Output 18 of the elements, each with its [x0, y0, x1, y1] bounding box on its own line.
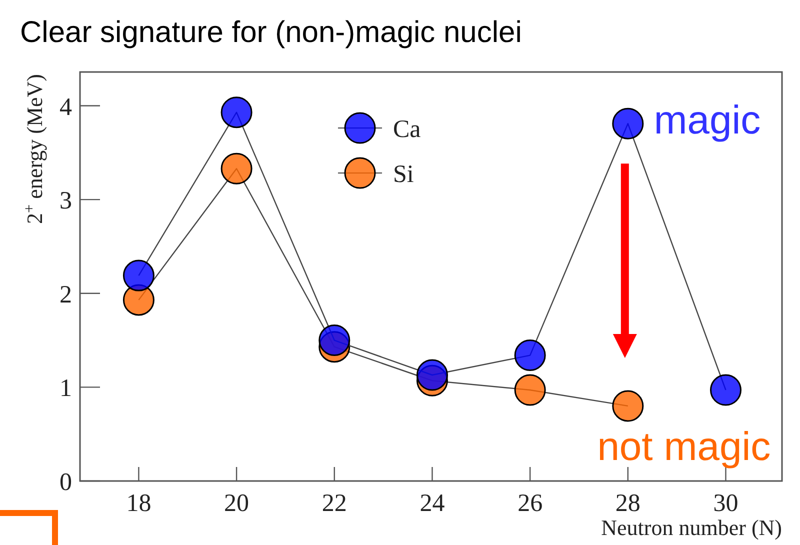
x-tick-label: 30 — [713, 490, 738, 517]
y-tick-label: 0 — [60, 469, 72, 496]
x-tick-label: 28 — [615, 490, 640, 517]
x-axis-title: Neutron number (N) — [601, 515, 782, 540]
annotation: magic — [654, 98, 761, 143]
legend-label: Ca — [393, 116, 421, 143]
x-tick-label: 26 — [518, 490, 543, 517]
y-tick-label: 1 — [60, 375, 72, 402]
y-tick-label: 4 — [60, 94, 72, 121]
y-tick-label: 3 — [60, 188, 72, 215]
x-tick-label: 24 — [420, 490, 446, 517]
x-tick-label: 18 — [126, 490, 152, 517]
x-tick-label: 22 — [322, 490, 347, 517]
y-tick-label: 2 — [60, 281, 72, 308]
chart-title: Clear signature for (non-)magic nuclei — [20, 16, 522, 49]
legend-label: Si — [393, 161, 414, 188]
annotation: not magic — [597, 424, 771, 469]
x-tick-label: 20 — [224, 490, 250, 517]
